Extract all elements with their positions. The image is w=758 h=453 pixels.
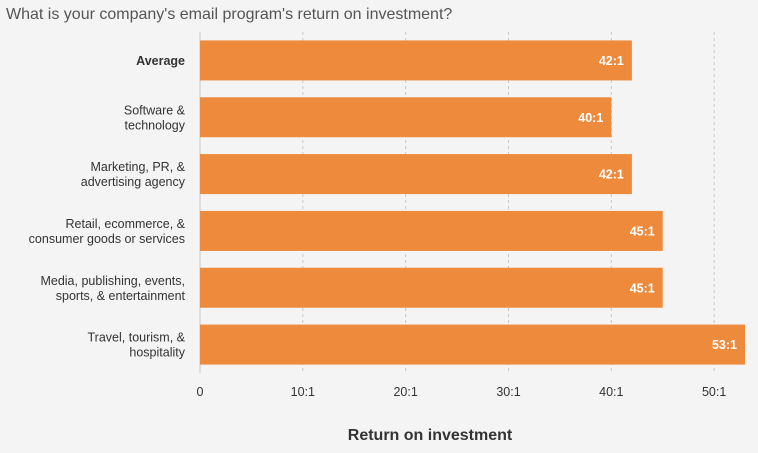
category-labels: Average Software & technology Marketing, PR…	[29, 54, 186, 360]
category-label: Software & technology	[124, 103, 186, 132]
category-label: Marketing, PR, & advertising agency	[81, 160, 186, 189]
bar-value-label: 45:1	[630, 281, 655, 295]
bar-value-label: 45:1	[630, 224, 655, 238]
x-tick-label: 40:1	[599, 385, 623, 399]
category-label: Media, publishing, events, sports, & ente…	[40, 274, 185, 303]
category-label: Retail, ecommerce, & consumer goods or se…	[29, 217, 186, 246]
bar-value-label: 53:1	[712, 338, 737, 352]
x-tick-label: 0	[197, 385, 204, 399]
bars: 42:1 40:1 42:1 45:1 45:1 53:1	[200, 40, 745, 365]
chart-title: What is your company's email program's r…	[6, 6, 453, 23]
gridlines	[199, 32, 715, 373]
bar-value-label: 42:1	[599, 168, 624, 182]
x-tick-label: 20:1	[393, 385, 417, 399]
bar	[200, 154, 632, 195]
x-axis-title: Return on investment	[348, 427, 513, 444]
x-tick-label: 10:1	[291, 385, 315, 399]
category-label: Average	[136, 54, 185, 68]
x-tick-label: 30:1	[496, 385, 520, 399]
bar	[200, 97, 612, 138]
bar	[200, 324, 745, 365]
bar	[200, 210, 663, 251]
bar-value-label: 40:1	[578, 111, 603, 125]
x-axis-ticks: 0 10:1 20:1 30:1 40:1 50:1	[197, 385, 727, 399]
bar	[200, 267, 663, 308]
category-label: Travel, tourism, & hospitality	[88, 331, 186, 360]
bar	[200, 40, 632, 81]
bar-value-label: 42:1	[599, 54, 624, 68]
x-tick-label: 50:1	[702, 385, 726, 399]
